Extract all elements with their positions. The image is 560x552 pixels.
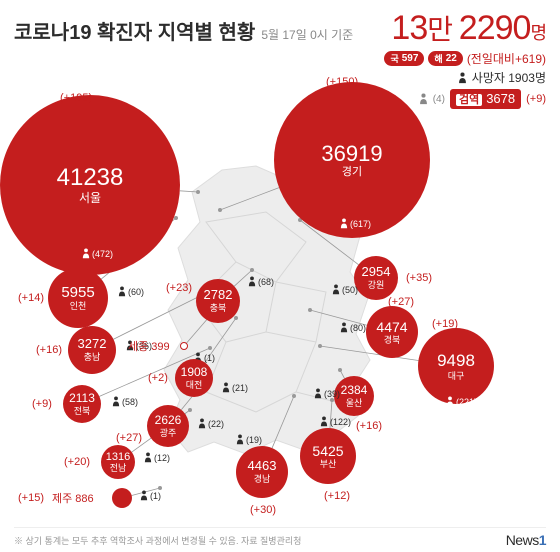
region-deaths-daegu: (221)	[446, 396, 477, 407]
region-delta-gyeongnam: (+30)	[250, 504, 276, 516]
region-bubble-gyeongnam: 4463경남	[236, 446, 288, 498]
total-count: 13만 2290명	[391, 8, 546, 48]
region-deaths-busan: (122)	[320, 416, 351, 427]
region-bubble-jeonbuk: 2113전북	[63, 385, 101, 423]
footer: ※ 상기 통계는 모두 추후 역학조사 과정에서 변경될 수 있음. 자료 질병…	[14, 527, 546, 548]
bubble-map: 41238서울(+195)(472)36919경기(+150)(617)5955…	[0, 100, 560, 520]
region-delta-gyeongbuk: (+27)	[388, 296, 414, 308]
region-delta-ulsan: (+16)	[356, 420, 382, 432]
news1-logo: News1	[506, 532, 546, 548]
title: 코로나19 확진자 지역별 현황	[14, 16, 255, 45]
as-of-date: 5월 17일 0시 기준	[261, 26, 353, 43]
region-delta-gangwon: (+35)	[406, 272, 432, 284]
region-label-jeju: 제주 886	[52, 490, 94, 506]
region-deaths-gyeongnam: (19)	[236, 434, 262, 445]
region-deaths-incheon: (60)	[118, 286, 144, 297]
region-delta-gwangju: (+27)	[116, 432, 142, 444]
region-delta-seoul: (+195)	[60, 92, 92, 104]
region-bubble-gangwon: 2954강원	[354, 256, 398, 300]
region-deaths-gyeonggi: (617)	[340, 218, 371, 229]
region-bubble-sejong	[180, 342, 188, 350]
region-delta-jeonbuk: (+9)	[32, 398, 52, 410]
region-deaths-jeonnam: (12)	[144, 452, 170, 463]
death-row: 사망자 1903명	[0, 69, 560, 89]
region-delta-daegu: (+19)	[432, 318, 458, 330]
region-bubble-chungnam: 3272충남	[68, 326, 116, 374]
region-deaths-jeonbuk: (58)	[112, 396, 138, 407]
region-bubble-chungbuk: 2782충북	[196, 279, 240, 323]
region-bubble-gwangju: 2626광주	[147, 405, 189, 447]
region-deaths-chungbuk: (68)	[248, 276, 274, 287]
region-label-sejong: 세종 399	[128, 338, 170, 354]
region-deaths-jeju: (1)	[140, 490, 161, 501]
region-bubble-jeju	[112, 488, 132, 508]
subheader: 국597 해22 (전일대비+619)	[0, 50, 560, 69]
region-bubble-incheon: 5955인천	[48, 268, 108, 328]
region-bubble-daejeon: 1908대전	[175, 359, 213, 397]
region-delta-incheon: (+14)	[18, 292, 44, 304]
region-deaths-seoul: (472)	[82, 248, 113, 259]
daily-delta: (전일대비+619)	[467, 50, 546, 67]
region-deaths-gwangju: (22)	[198, 418, 224, 429]
region-delta-jeju: (+15)	[18, 492, 44, 504]
overseas-badge: 해22	[428, 51, 462, 66]
region-deaths-gyeongbuk: (80)	[340, 322, 366, 333]
region-delta-chungbuk: (+23)	[166, 282, 192, 294]
region-delta-chungnam: (+16)	[36, 344, 62, 356]
person-icon	[458, 72, 467, 84]
region-bubble-jeonnam: 1316전남	[101, 445, 135, 479]
death-label: 사망자 1903명	[472, 69, 546, 86]
region-bubble-daegu: 9498대구	[418, 328, 494, 404]
region-delta-gyeonggi: (+150)	[326, 76, 358, 88]
region-delta-jeonnam: (+20)	[64, 456, 90, 468]
region-bubble-gyeonggi: 36919경기	[274, 82, 430, 238]
domestic-badge: 국597	[384, 51, 424, 66]
region-delta-busan: (+12)	[324, 490, 350, 502]
region-deaths-ulsan: (39)	[314, 388, 340, 399]
region-deaths-gangwon: (50)	[332, 284, 358, 295]
header: 코로나19 확진자 지역별 현황 5월 17일 0시 기준 13만 2290명	[0, 0, 560, 50]
region-delta-daejeon: (+2)	[148, 372, 168, 384]
region-bubble-gyeongbuk: 4474경북	[366, 306, 418, 358]
footnote: ※ 상기 통계는 모두 추후 역학조사 과정에서 변경될 수 있음. 자료 질병…	[14, 534, 301, 547]
region-bubble-busan: 5425부산	[300, 428, 356, 484]
region-deaths-daejeon: (21)	[222, 382, 248, 393]
